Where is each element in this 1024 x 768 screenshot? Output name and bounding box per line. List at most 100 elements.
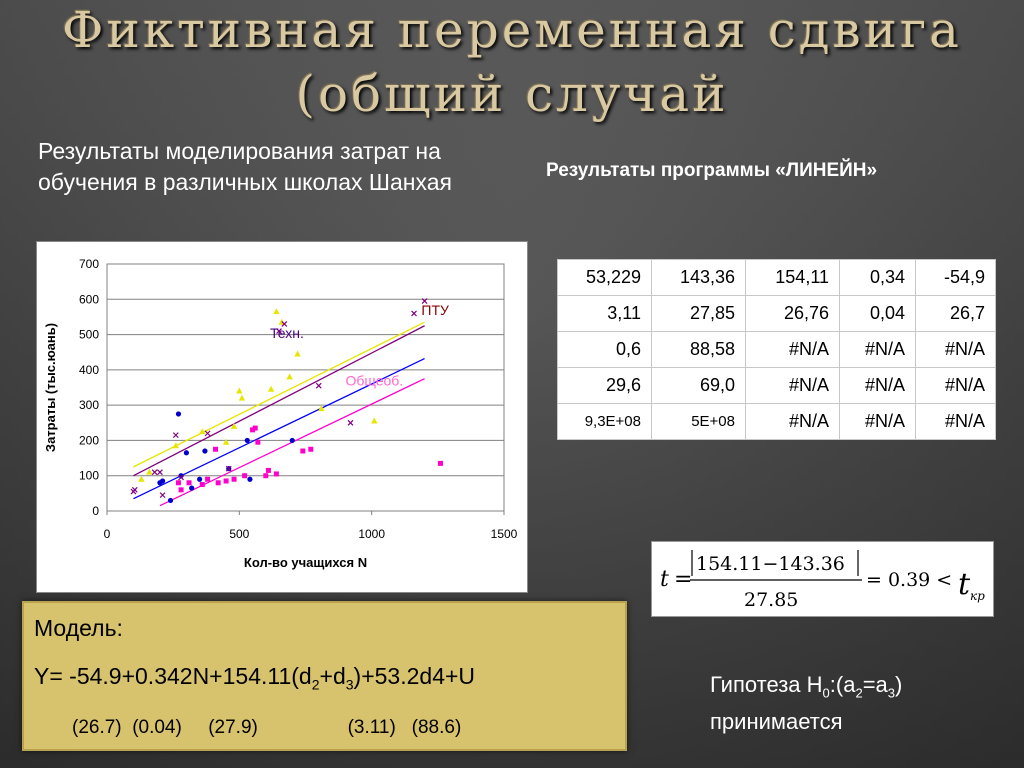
table-cell: 69,0: [651, 367, 746, 404]
data-point: [225, 465, 232, 472]
table-cell: 53,229: [557, 259, 652, 296]
data-point: [294, 350, 301, 357]
t-statistic-formula: t = 154.11−143.36 27.85 = 0.39 < t кр: [651, 541, 994, 617]
table-cell: 5E+08: [651, 403, 746, 440]
data-point: [308, 446, 314, 452]
formula-numerator: 154.11−143.36: [696, 553, 845, 575]
scatter-chart: 0 100 200 300 400 500 600 700 0 500 1000 1500 Кол-во…: [36, 241, 528, 593]
data-point: [159, 478, 166, 484]
data-point: [273, 308, 280, 315]
data-point: [178, 487, 184, 493]
x-tick-label: 1000: [358, 527, 385, 541]
data-point: [183, 450, 189, 456]
data-point: [421, 298, 428, 304]
data-point: [175, 480, 181, 486]
table-cell: 9,3E+08: [557, 403, 652, 440]
formula-t: t: [660, 567, 669, 592]
hyp-mid1: :(a: [829, 672, 856, 697]
data-point: [437, 460, 443, 466]
table-row: 0,6 88,58 #N/A #N/A #N/A: [557, 331, 996, 368]
data-point: [371, 417, 378, 424]
trend-line: [133, 325, 425, 477]
data-point: [186, 480, 192, 486]
data-point: [250, 427, 256, 433]
data-point: [138, 475, 145, 482]
data-point: [159, 492, 166, 499]
data-point: [205, 476, 211, 482]
table-cell: #N/A: [839, 403, 916, 440]
data-point: [315, 382, 322, 389]
data-point: [146, 468, 153, 475]
x-tick-label: 0: [104, 527, 111, 541]
y-tick-label: 400: [79, 363, 99, 377]
y-tick-label: 500: [79, 328, 99, 342]
data-point: [175, 411, 182, 417]
data-point: [286, 373, 293, 380]
data-point: [213, 446, 219, 452]
hyp-sub2: 2: [855, 685, 863, 701]
data-point: [411, 310, 417, 317]
data-point: [318, 405, 325, 412]
description-text: Результаты моделирования затрат на обуче…: [38, 138, 452, 195]
data-point: [289, 437, 295, 444]
table-cell: #N/A: [839, 331, 916, 368]
model-label: Модель:: [34, 615, 123, 641]
y-axis-label: Затраты (тыс.юань): [43, 323, 58, 452]
title-line-2: (общий случай: [295, 65, 729, 123]
formula-kr-sub: кр: [970, 589, 985, 603]
formula-eq: =: [674, 567, 692, 592]
y-tick-label: 200: [79, 433, 99, 447]
data-point: [204, 430, 211, 437]
model-sub-3: 3: [345, 676, 354, 693]
data-point: [347, 419, 354, 426]
hypothesis-text: Гипотеза H0:(a2=a3) принимается: [710, 670, 902, 736]
data-point: [265, 467, 271, 473]
data-point: [236, 387, 243, 394]
table-row: 29,6 69,0 #N/A #N/A #N/A: [557, 367, 996, 404]
chart-annotation: Техн.: [270, 325, 304, 341]
data-point: [189, 485, 195, 491]
y-tick-label: 700: [79, 257, 99, 271]
data-point: [281, 321, 288, 327]
model-box: Модель: Y= -54.9+0.342N+154.11(d2+d3)+53…: [22, 601, 627, 751]
data-point: [222, 438, 230, 445]
data-point: [230, 422, 238, 429]
formula-t-kr: t: [958, 567, 971, 602]
hyp-suffix: ): [895, 672, 903, 697]
data-point: [247, 476, 253, 482]
data-point: [242, 473, 248, 479]
table-cell: 27,85: [651, 295, 746, 332]
formula-denominator: 27.85: [744, 589, 798, 611]
data-point: [276, 328, 282, 334]
data-point: [252, 425, 258, 431]
data-point: [178, 474, 185, 481]
data-point: [231, 476, 237, 482]
table-cell: 154,11: [745, 259, 840, 296]
data-point: [273, 471, 279, 477]
table-cell: #N/A: [915, 403, 996, 440]
table-cell: 143,36: [651, 259, 746, 296]
x-tick-label: 500: [229, 527, 249, 541]
slide-title: Фиктивная переменная сдвига (общий случа…: [0, 2, 1024, 122]
y-tick-label: 300: [79, 398, 99, 412]
chart-annotation: ПТУ: [421, 302, 449, 318]
hyp-prefix: Гипотеза H: [710, 672, 823, 697]
table-cell: 29,6: [557, 367, 652, 404]
table-cell: 0,04: [839, 295, 916, 332]
data-point: [131, 486, 138, 493]
hyp-sub0: 0: [822, 685, 830, 701]
x-axis-label: Кол-во учащихся N: [244, 555, 367, 570]
table-row: 53,229 143,36 154,11 0,34 -54,9: [557, 259, 996, 296]
data-point: [244, 437, 250, 444]
table-row: 9,3E+08 5E+08 #N/A #N/A #N/A: [557, 403, 996, 440]
table-cell: #N/A: [745, 367, 840, 404]
data-point: [215, 480, 221, 486]
data-point: [199, 428, 206, 435]
data-point: [255, 439, 261, 445]
table-cell: 0,6: [557, 331, 652, 368]
data-point: [172, 432, 179, 439]
model-eq-b: +d: [319, 663, 346, 689]
model-sub-2: 2: [311, 676, 320, 693]
y-tick-label: 600: [79, 292, 99, 306]
data-point: [300, 448, 306, 454]
